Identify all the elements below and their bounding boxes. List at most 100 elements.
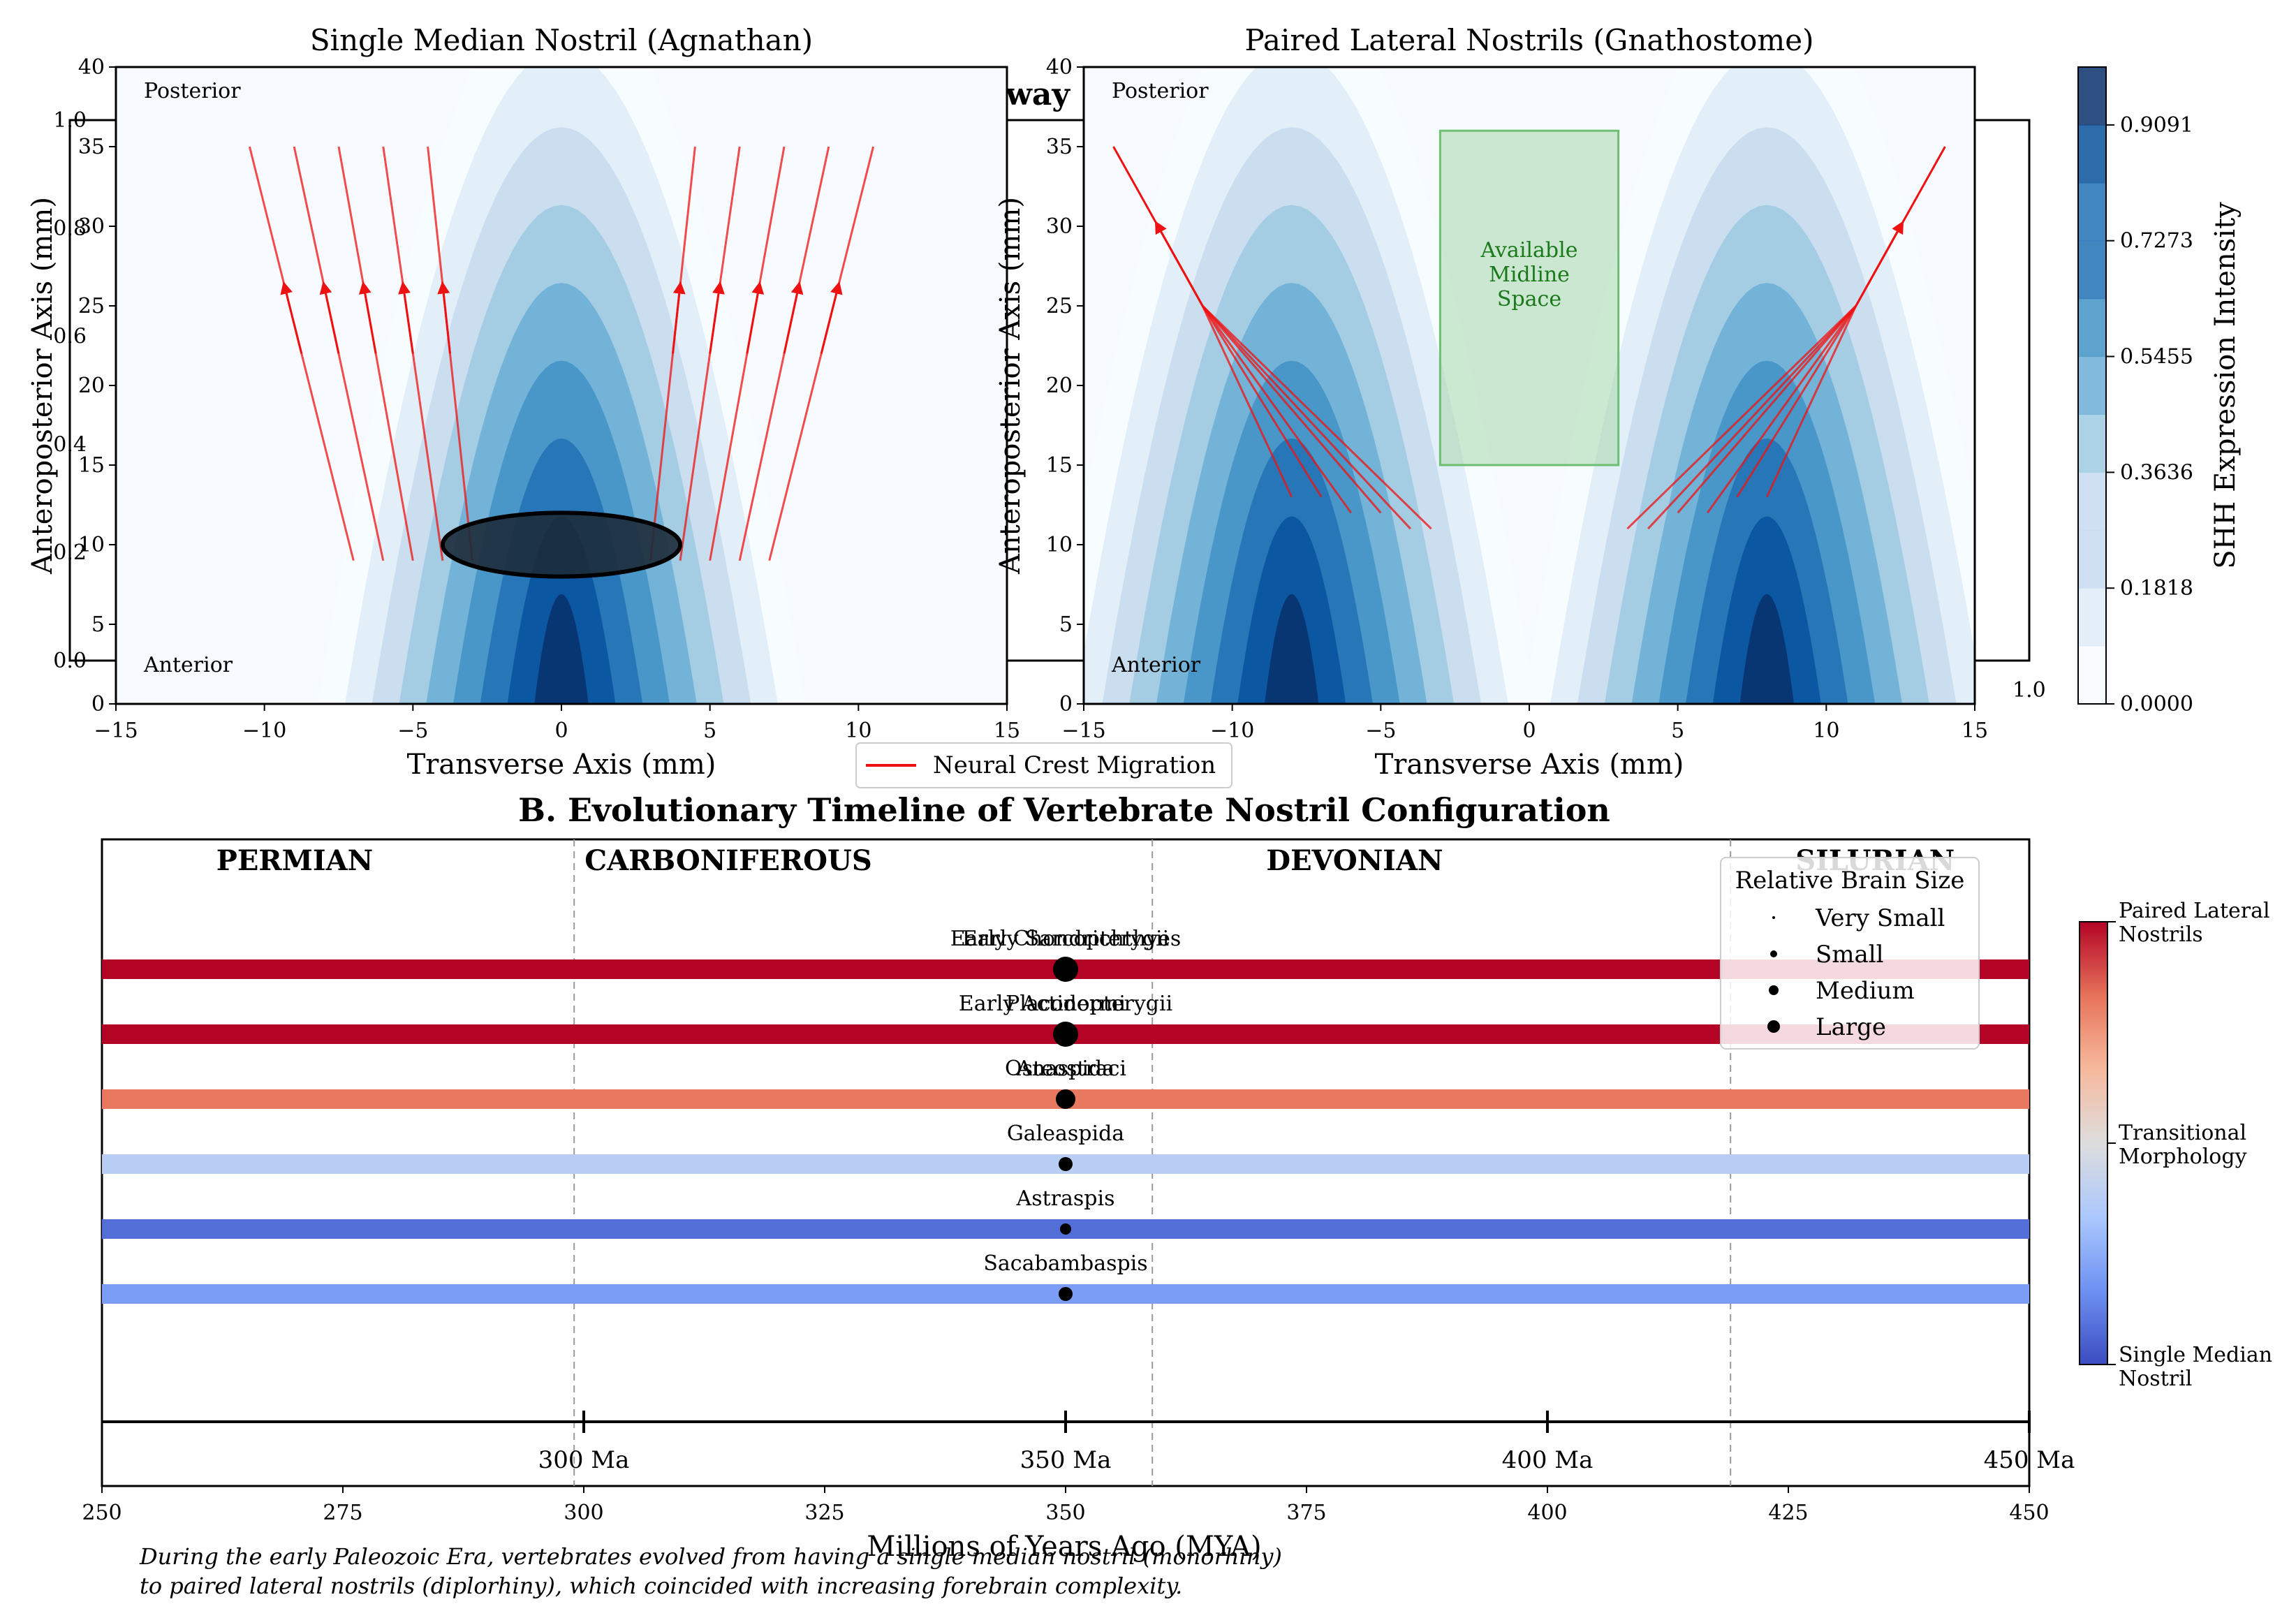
y-tick-label: 10 bbox=[1046, 533, 1073, 557]
timeline-markers bbox=[1053, 957, 1078, 1301]
hidden-axis: way 0.0 0.2 0.4 0.6 0.8 1.0 1.0 bbox=[53, 77, 2045, 702]
x-tick-label: −10 bbox=[1210, 719, 1254, 743]
shh-colorbar-band bbox=[2078, 530, 2106, 589]
panel-a-ylabel: Anteroposterior Axis (mm) bbox=[27, 197, 59, 575]
brain-legend-marker-small bbox=[1770, 950, 1777, 957]
ma-tick-label: 450 Ma bbox=[1984, 1446, 2075, 1474]
panel-b-xlabel: Transverse Axis (mm) bbox=[1375, 749, 1684, 781]
migration-branch bbox=[1201, 305, 1323, 498]
y-tick-label: 30 bbox=[78, 214, 105, 239]
migration-branch bbox=[1647, 304, 1857, 530]
x-tick-label: 15 bbox=[994, 719, 1020, 743]
shh-contour-band bbox=[534, 594, 589, 704]
hidden-axis-yticks: 0.0 0.2 0.4 0.6 0.8 1.0 bbox=[53, 108, 87, 673]
panel-b-posterior-label: Posterior bbox=[1112, 79, 1209, 103]
shh-colorbar-band bbox=[2078, 356, 2106, 415]
migration-branch bbox=[1677, 305, 1857, 514]
shh-colorbar-band bbox=[2078, 588, 2106, 647]
y-tick-label: 35 bbox=[1046, 135, 1073, 159]
ma-tick-label: 300 Ma bbox=[538, 1446, 630, 1474]
timeline-x-tick-label: 450 bbox=[2009, 1501, 2049, 1525]
migration-paths-agnathan bbox=[248, 146, 875, 561]
taxon-marker bbox=[1060, 1223, 1071, 1235]
ma-tick-label: 350 Ma bbox=[1020, 1446, 1112, 1474]
panel-b-anterior-label: Anterior bbox=[1111, 653, 1201, 677]
migration-arrow bbox=[820, 281, 843, 354]
hidden-axis-ytick: 0.2 bbox=[53, 540, 87, 565]
panel-a-xlabel: Transverse Axis (mm) bbox=[407, 749, 716, 781]
taxon-label: Astraspis bbox=[1016, 1186, 1115, 1211]
taxon-label: Placodermi bbox=[1006, 992, 1126, 1016]
taxon-marker bbox=[1056, 1089, 1075, 1109]
panel-a-anterior-label: Anterior bbox=[143, 653, 233, 677]
timeline-x-ticks: 250 275 300 325 350 375 400 425 450 bbox=[82, 1486, 2050, 1525]
shh-colorbar-tick-label: 0.5455 bbox=[2120, 345, 2193, 369]
migration-branch bbox=[1201, 305, 1353, 514]
shh-colorbar-band bbox=[2078, 298, 2106, 358]
y-tick-label: 40 bbox=[1046, 55, 1073, 80]
midline-label-line3: Space bbox=[1497, 287, 1561, 311]
caption-line-2: to paired lateral nostrils (diplorhiny),… bbox=[140, 1573, 1182, 1599]
shh-colorbar-band bbox=[2078, 472, 2106, 531]
hidden-axis-ytick: 0.0 bbox=[53, 649, 87, 673]
shh-colorbar-band bbox=[2078, 124, 2106, 184]
panel-b-axes: −15 −10 −5 0 5 10 15 0 5 10 15 20 25 30 35 40 bbox=[1046, 55, 1988, 743]
y-tick-label: 25 bbox=[1046, 294, 1073, 318]
y-tick-label: 15 bbox=[1046, 453, 1073, 478]
migration-arrow bbox=[398, 281, 414, 354]
migration-branch bbox=[1765, 305, 1857, 498]
migration-branch bbox=[1626, 304, 1857, 530]
timeline-x-tick-label: 250 bbox=[82, 1501, 122, 1525]
taxon-marker bbox=[1053, 1022, 1078, 1047]
migration-branch bbox=[1201, 305, 1293, 498]
y-tick-label: 0 bbox=[91, 692, 105, 716]
migration-branch bbox=[1202, 304, 1432, 530]
taxon-label: Galeaspida bbox=[1007, 1121, 1124, 1146]
migration-branch bbox=[1201, 305, 1382, 514]
nostril-colorbar-label-bottom-2: Nostril bbox=[2119, 1367, 2192, 1391]
nostril-colorbar-label-top-1: Paired Lateral bbox=[2119, 899, 2270, 923]
period-label: CARBONIFEROUS bbox=[584, 844, 872, 877]
nostril-colorbar-gradient bbox=[2079, 921, 2108, 1365]
x-tick-label: −10 bbox=[242, 719, 286, 743]
nostril-colorbar-label-bottom-1: Single Median bbox=[2119, 1343, 2272, 1367]
shh-colorbar-label: SHH Expression Intensity bbox=[2209, 202, 2242, 569]
timeline-ma-axis: 300 Ma 350 Ma 400 Ma 450 Ma bbox=[102, 1411, 2075, 1474]
caption-line-1: During the early Paleozoic Era, vertebra… bbox=[139, 1543, 1282, 1570]
x-tick-label: −5 bbox=[1365, 719, 1396, 743]
shh-contours-gnathostome bbox=[1084, 67, 1975, 704]
shh-colorbar-ticks: 0.0000 0.1818 0.3636 0.5455 0.7273 0.9091 bbox=[2106, 113, 2193, 716]
timeline-x-tick-label: 275 bbox=[323, 1501, 362, 1525]
shh-colorbar-band bbox=[2078, 414, 2106, 473]
timeline-x-tick-label: 350 bbox=[1045, 1501, 1085, 1525]
shh-colorbar: 0.0000 0.1818 0.3636 0.5455 0.7273 0.9091 SHH… bbox=[2077, 66, 2242, 716]
timeline-x-tick-label: 300 bbox=[564, 1501, 603, 1525]
median-nostril bbox=[440, 510, 683, 579]
taxon-label: Early Sarcopterygii bbox=[962, 927, 1170, 951]
period-label: PERMIAN bbox=[216, 844, 373, 877]
shh-colorbar-band bbox=[2078, 182, 2106, 242]
x-tick-label: 5 bbox=[703, 719, 716, 743]
panel-agnathan: Single Median Nostril (Agnathan) Posteri… bbox=[27, 23, 1020, 781]
x-tick-label: 15 bbox=[1962, 719, 1988, 743]
nostril-colorbar-label-mid-1: Transitional bbox=[2119, 1121, 2246, 1145]
x-tick-label: 10 bbox=[1813, 719, 1839, 743]
migration-path bbox=[679, 146, 741, 561]
x-tick-label: −15 bbox=[94, 719, 138, 743]
x-tick-label: 5 bbox=[1671, 719, 1684, 743]
migration-arrow bbox=[1855, 221, 1904, 307]
ma-tick-label: 400 Ma bbox=[1502, 1446, 1594, 1474]
shh-colorbar-tick-label: 0.1818 bbox=[2120, 576, 2193, 601]
y-tick-label: 35 bbox=[78, 135, 105, 159]
brain-legend-small: Small bbox=[1816, 941, 1884, 969]
timeline-x-tick-label: 375 bbox=[1286, 1501, 1326, 1525]
taxon-label: Anaspida bbox=[1016, 1057, 1114, 1081]
panel-a-title: Single Median Nostril (Agnathan) bbox=[310, 23, 813, 57]
hidden-axis-title: way bbox=[1005, 77, 1070, 112]
y-tick-label: 0 bbox=[1059, 692, 1073, 716]
midline-label-line1: Available bbox=[1480, 238, 1578, 263]
hidden-axis-ytick: 0.8 bbox=[53, 216, 87, 241]
migration-arrow bbox=[280, 281, 303, 354]
